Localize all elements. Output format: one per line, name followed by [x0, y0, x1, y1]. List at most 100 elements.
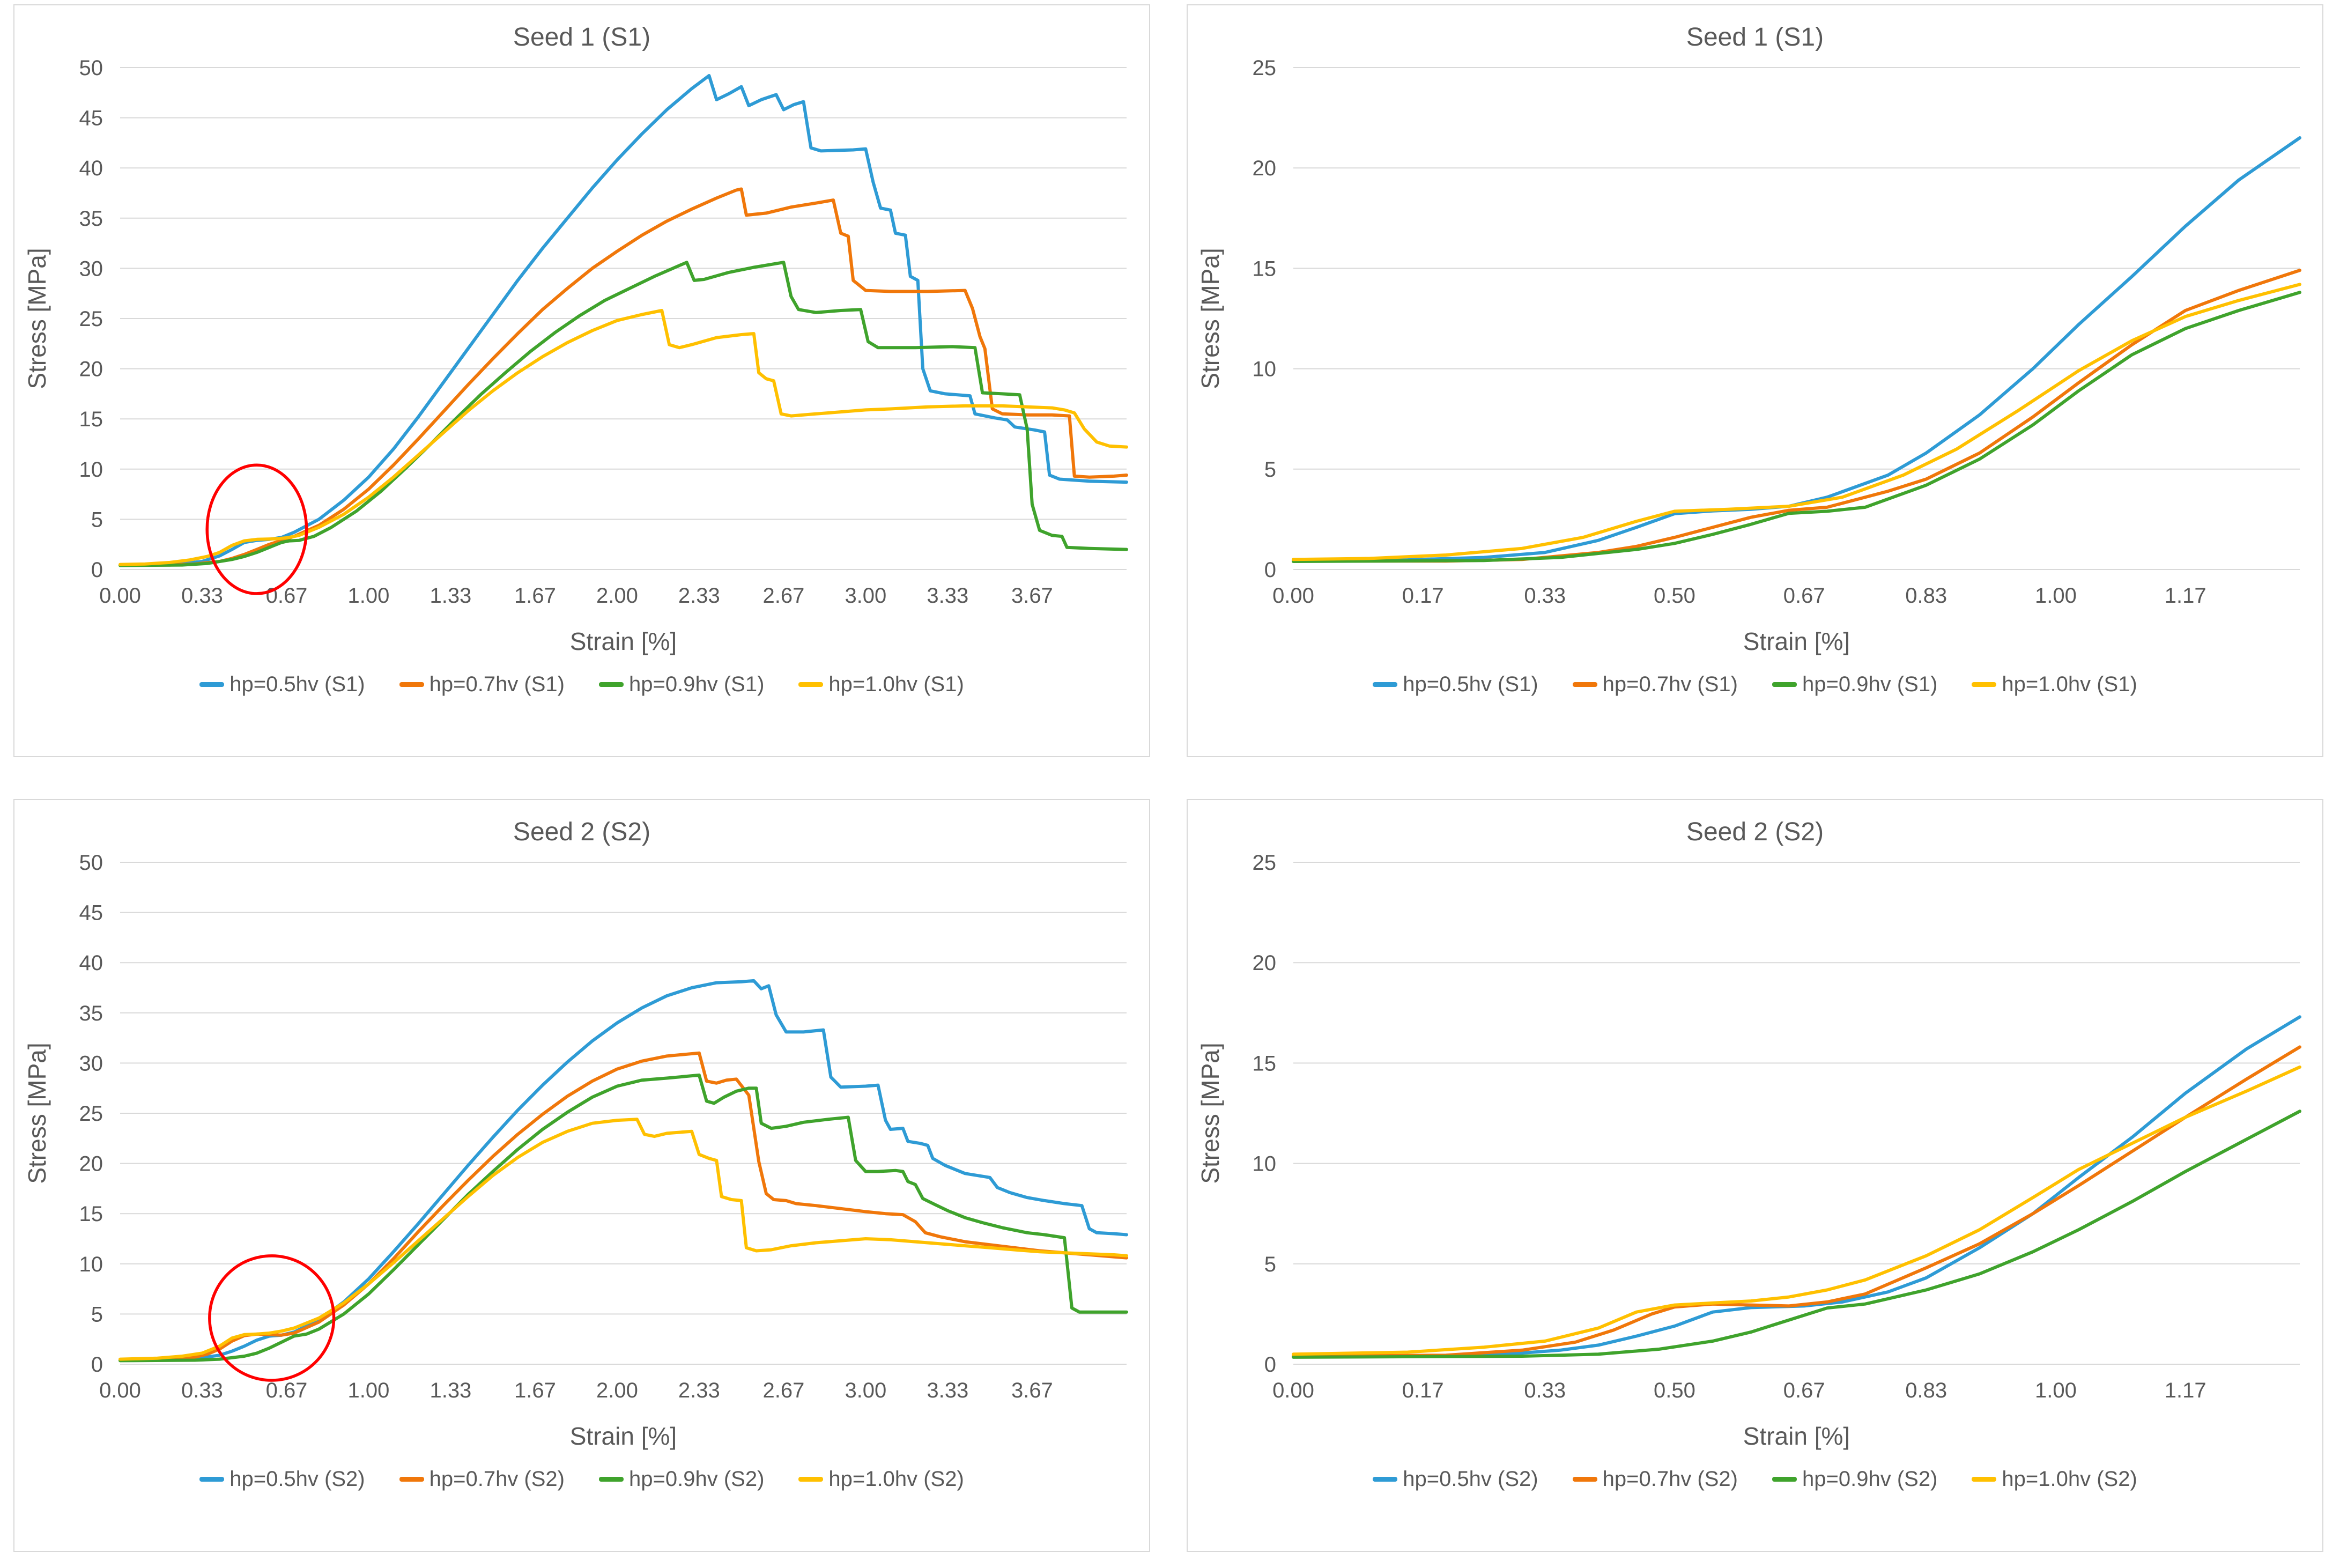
legend-item: hp=0.7hv (S1) — [399, 672, 565, 697]
legend-swatch — [798, 682, 824, 687]
x-tick-label: 3.00 — [845, 584, 886, 608]
x-tick-label: 0.17 — [1402, 1379, 1444, 1402]
legend-label: hp=0.9hv (S2) — [629, 1467, 765, 1491]
panel-seed2-full: Seed 2 (S2) 0 5 10 15 20 25 30 35 40 45 50 0.00 0.33… — [13, 799, 1150, 1552]
series-line-hp-0.7hv-s1- — [1292, 269, 2301, 563]
legend-label: hp=1.0hv (S2) — [2002, 1467, 2137, 1491]
y-tick-label: 10 — [1253, 358, 1277, 381]
x-axis-title: Strain [%] — [570, 627, 677, 655]
series-line-hp-0.9hv-s1- — [1292, 291, 2301, 563]
chart-plot: 0 5 10 15 20 25 30 35 40 45 50 0.00 0.33 0.67 1.00 1.33… — [23, 56, 1128, 655]
annotation-circle — [208, 1254, 336, 1382]
x-tick-label: 1.00 — [348, 584, 390, 608]
y-tick-label: 5 — [1264, 1253, 1276, 1276]
y-tick-label: 25 — [1253, 56, 1277, 80]
legend-label: hp=0.7hv (S2) — [429, 1467, 565, 1491]
x-tick-label: 0.33 — [1524, 1379, 1566, 1402]
chart-title: Seed 1 (S1) — [1686, 23, 1824, 51]
x-tick-label: 2.00 — [596, 1379, 638, 1402]
y-tick-label: 45 — [79, 901, 103, 925]
x-tick-label: 3.67 — [1011, 1379, 1053, 1402]
y-tick-label: 20 — [1253, 157, 1277, 180]
legend-swatch — [1972, 1477, 1997, 1482]
y-tick-label: 25 — [79, 1102, 103, 1126]
x-tick-label: 0.83 — [1905, 584, 1947, 608]
x-tick-label: 1.00 — [348, 1379, 390, 1402]
x-axis-title: Strain [%] — [570, 1422, 677, 1450]
chart-title: Seed 2 (S2) — [513, 818, 651, 846]
legend-item: hp=0.5hv (S2) — [199, 1467, 365, 1491]
series-line-hp-0.5hv-s1- — [1292, 136, 2301, 563]
series-line-hp-0.7hv-s2- — [119, 1051, 1128, 1362]
x-tick-label: 2.33 — [678, 1379, 720, 1402]
series-line-hp-0.7hv-s2- — [1292, 1045, 2301, 1358]
x-tick-labels: 0.00 0.17 0.33 0.50 0.67 0.83 1.00 1.17 — [1272, 584, 2206, 608]
x-tick-label: 0.00 — [99, 584, 141, 608]
legend-item: hp=0.5hv (S1) — [199, 672, 365, 697]
legend-item: hp=1.0hv (S1) — [798, 672, 964, 697]
x-tick-label: 0.67 — [1783, 1379, 1825, 1402]
series-line-hp-0.5hv-s1- — [119, 74, 1128, 567]
legend-swatch — [1772, 1477, 1797, 1482]
series-line-hp-0.9hv-s2- — [1292, 1110, 2301, 1359]
legend-item: hp=0.7hv (S2) — [399, 1467, 565, 1491]
y-tick-labels: 0 5 10 15 20 25 — [1253, 56, 1277, 582]
y-axis-title: Stress [MPa] — [1196, 1042, 1224, 1184]
legend-swatch — [1373, 682, 1398, 687]
annotation-circle — [205, 463, 308, 595]
x-tick-label: 3.67 — [1011, 584, 1053, 608]
chart-title: Seed 2 (S2) — [1686, 818, 1824, 846]
x-tick-label: 0.67 — [1783, 584, 1825, 608]
legend-swatch — [1772, 682, 1797, 687]
y-tick-label: 0 — [91, 1353, 103, 1377]
y-tick-label: 5 — [91, 1303, 103, 1326]
legend-swatch — [199, 682, 225, 687]
legend-label: hp=0.5hv (S1) — [229, 672, 365, 696]
legend-swatch — [399, 1477, 424, 1482]
chart-legend: hp=0.5hv (S1) hp=0.7hv (S1) hp=0.9hv (S1) h… — [1188, 672, 2322, 697]
y-tick-label: 5 — [1264, 458, 1276, 482]
x-tick-labels: 0.00 0.33 0.67 1.00 1.33 1.67 2.00 2.33 2.67 3.00… — [99, 1379, 1053, 1402]
legend-swatch — [599, 1477, 624, 1482]
y-tick-label: 50 — [79, 56, 103, 80]
x-axis-title: Strain [%] — [1743, 1422, 1850, 1450]
legend-label: hp=0.5hv (S2) — [229, 1467, 365, 1491]
x-tick-label: 0.00 — [99, 1379, 141, 1402]
chart-legend: hp=0.5hv (S1) hp=0.7hv (S1) hp=0.9hv (S1) h… — [14, 672, 1149, 697]
x-tick-label: 0.67 — [266, 584, 308, 608]
y-tick-label: 0 — [1264, 1353, 1276, 1377]
panel-seed1-full: Seed 1 (S1) 0 5 10 15 20 25 30 35 40 45 50 0.00 0.33… — [13, 4, 1150, 757]
y-tick-label: 20 — [79, 1152, 103, 1176]
legend-label: hp=0.9hv (S1) — [1802, 672, 1938, 696]
x-tick-label: 1.00 — [2035, 1379, 2077, 1402]
x-tick-label: 3.33 — [927, 1379, 968, 1402]
y-tick-label: 30 — [79, 1052, 103, 1075]
legend-label: hp=1.0hv (S2) — [828, 1467, 964, 1491]
chart-legend: hp=0.5hv (S2) hp=0.7hv (S2) hp=0.9hv (S2) h… — [1188, 1467, 2322, 1491]
x-tick-label: 0.33 — [181, 584, 223, 608]
y-tick-label: 0 — [1264, 558, 1276, 582]
x-tick-label: 0.50 — [1654, 584, 1695, 608]
y-tick-label: 25 — [1253, 851, 1277, 875]
legend-label: hp=0.9hv (S1) — [629, 672, 765, 696]
y-tick-labels: 0 5 10 15 20 25 30 35 40 45 50 — [79, 56, 103, 582]
x-tick-label: 2.67 — [763, 1379, 805, 1402]
y-tick-label: 35 — [79, 207, 103, 231]
y-tick-label: 10 — [1253, 1152, 1277, 1176]
x-tick-label: 1.17 — [2165, 1379, 2206, 1402]
x-tick-labels: 0.00 0.33 0.67 1.00 1.33 1.67 2.00 2.33 2.67 3.00… — [99, 584, 1053, 608]
y-axis-title: Stress [MPa] — [23, 248, 51, 389]
series-line-hp-1.0hv-s2- — [1292, 1065, 2301, 1356]
x-tick-label: 0.17 — [1402, 584, 1444, 608]
chart-plot: 0 5 10 15 20 25 30 35 40 45 50 0.00 0.33 0.67 1.00 1.33… — [23, 851, 1128, 1450]
y-tick-label: 40 — [79, 951, 103, 975]
legend-swatch — [199, 1477, 225, 1482]
y-tick-label: 50 — [79, 851, 103, 875]
y-tick-label: 15 — [79, 1202, 103, 1226]
series-line-hp-1.0hv-s2- — [119, 1118, 1128, 1361]
legend-item: hp=1.0hv (S2) — [798, 1467, 964, 1491]
y-axis-title: Stress [MPa] — [23, 1042, 51, 1184]
legend-swatch — [599, 682, 624, 687]
legend-item: hp=0.9hv (S1) — [599, 672, 764, 697]
